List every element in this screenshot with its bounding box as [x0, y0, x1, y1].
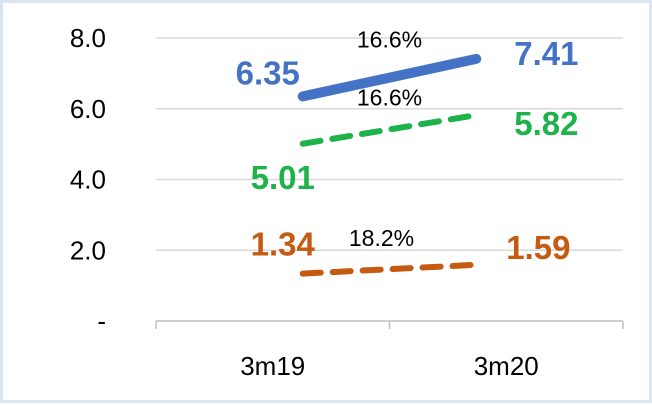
change-percent-label: 16.6% [357, 27, 422, 53]
value-label-end: 1.59 [506, 229, 570, 266]
series-lines [297, 53, 482, 277]
series-line [299, 112, 480, 147]
series-line [299, 261, 480, 277]
axes [155, 320, 624, 329]
tick-labels: - 2.0 4.0 6.0 8.0 3m19 3m20 [70, 23, 539, 381]
gridlines [156, 37, 623, 251]
y-tick-label: 4.0 [70, 165, 106, 195]
value-label-start: 6.35 [236, 54, 300, 91]
line-chart: - 2.0 4.0 6.0 8.0 3m19 3m20 6.35 7.41 16.6% 5.01 5… [70, 23, 624, 381]
value-label-end: 5.82 [514, 105, 578, 142]
value-label-end: 7.41 [514, 35, 578, 72]
change-percent-label: 18.2% [349, 225, 414, 251]
data-labels: 6.35 7.41 16.6% 5.01 5.82 16.6% 1.34 1.59 18.2% [236, 27, 579, 266]
x-tick-label: 3m19 [240, 351, 305, 381]
value-label-start: 5.01 [251, 159, 315, 196]
y-tick-label: 8.0 [70, 23, 106, 53]
series-line [297, 53, 482, 102]
y-tick-label: 6.0 [70, 94, 106, 124]
change-percent-label: 16.6% [357, 84, 422, 110]
value-label-start: 1.34 [251, 226, 316, 263]
y-tick-label: - [97, 306, 106, 336]
y-tick-label: 2.0 [70, 235, 106, 265]
x-tick-label: 3m20 [474, 351, 539, 381]
